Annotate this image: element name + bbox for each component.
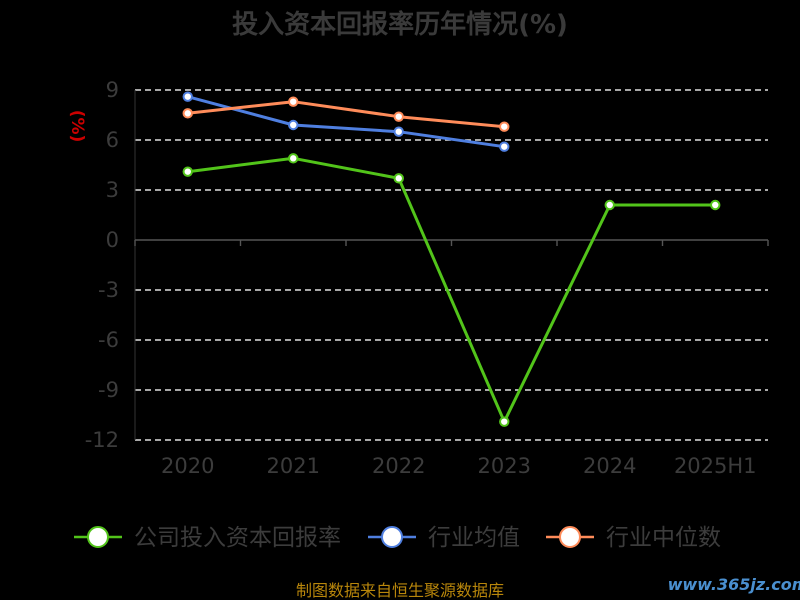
data-point [288,119,299,131]
y-tick-label: 9 [106,78,119,102]
data-point [393,111,404,122]
data-point [604,199,615,211]
data-point [393,173,404,184]
legend-label: 行业均值 [428,525,520,551]
y-tick-label: -6 [98,328,119,352]
x-tick-labels: 2020 2021 2022 2023 2024 2025H1 [161,454,757,478]
y-tick-label: 6 [106,128,119,152]
legend-swatch-marker [559,526,581,548]
y-axis-unit-label: (%) [67,110,87,143]
legend[interactable]: 公司投入资本回报率 行业均值 行业中位数 [74,525,721,551]
series-line [187,95,505,149]
series-lines [182,91,721,427]
gridlines [135,89,768,441]
y-tick-label: -3 [98,278,119,302]
data-point [393,126,404,137]
y-tick-labels: 9 6 3 0 -3 -6 -9 -12 [85,78,119,452]
legend-label: 行业中位数 [606,525,721,551]
data-point [499,141,510,152]
data-point [710,199,721,211]
y-tick-label: 0 [106,228,119,252]
data-point [288,96,299,107]
data-point [182,108,193,119]
series-line [187,156,716,424]
series-line [187,100,505,129]
y-tick-label: -12 [85,428,119,452]
y-tick-label: -9 [98,378,119,402]
x-tick-label: 2020 [161,454,214,478]
x-tick-label: 2024 [583,454,636,478]
legend-label: 公司投入资本回报率 [134,525,341,551]
data-point [182,166,193,177]
data-point [499,121,510,132]
data-point [499,416,510,427]
legend-swatch-marker [87,526,109,548]
legend-item[interactable]: 行业中位数 [546,525,721,551]
data-source-footer: 制图数据来自恒生聚源数据库 [296,581,504,600]
legend-swatch-marker [381,526,403,548]
axes [134,90,769,440]
x-tick-label: 2022 [372,454,425,478]
data-point [182,91,193,102]
legend-item[interactable]: 公司投入资本回报率 [74,525,341,551]
watermark: www.365jz.com [668,575,800,594]
x-tick-label: 2021 [267,454,320,478]
legend-item[interactable]: 行业均值 [368,525,520,551]
x-tick-label: 2025H1 [674,454,757,478]
data-point [288,153,299,164]
y-tick-label: 3 [106,178,119,202]
x-tick-label: 2023 [478,454,531,478]
chart-title: 投入资本回报率历年情况(%) [232,9,568,40]
